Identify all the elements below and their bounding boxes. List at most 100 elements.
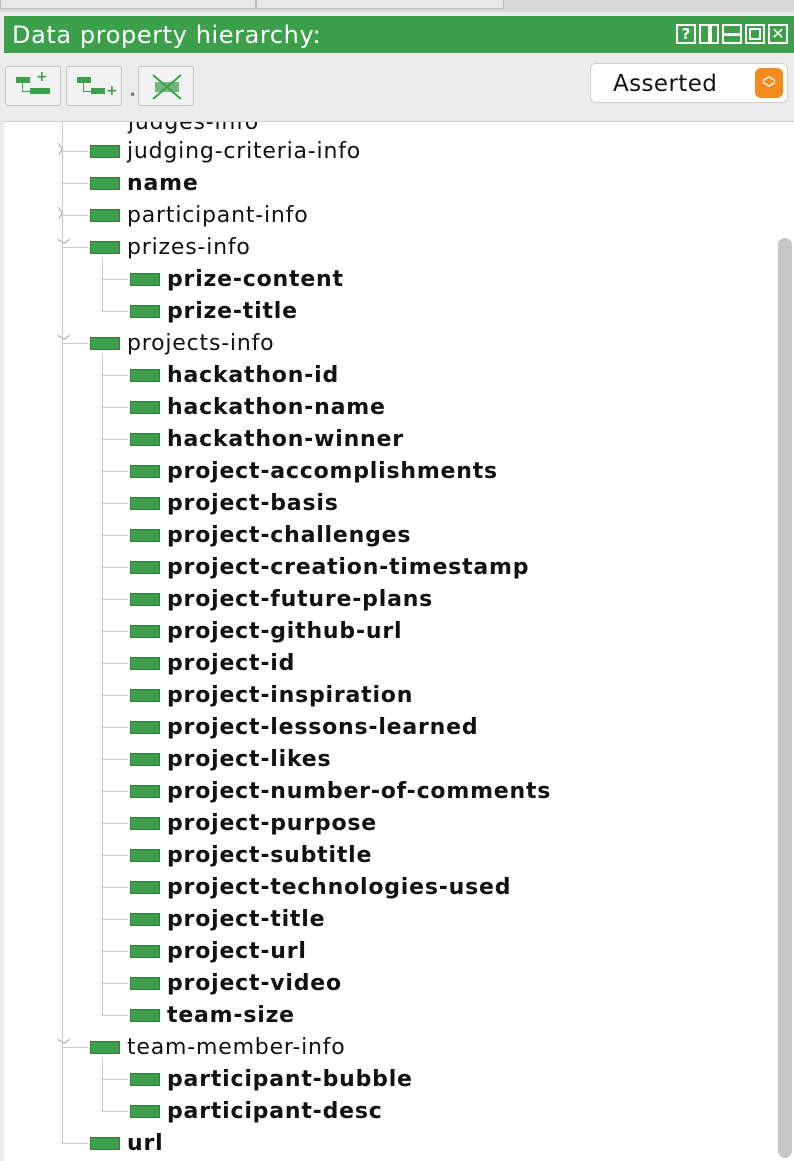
data-property-icon (130, 560, 160, 574)
tree-node-label: project-lessons-learned (167, 714, 479, 740)
vertical-scrollbar[interactable] (778, 238, 792, 1158)
split-view-button[interactable] (699, 24, 719, 44)
tree-node-label: prize-content (167, 266, 344, 292)
tree-node[interactable]: project-challenges (130, 520, 411, 550)
data-property-icon (90, 336, 120, 350)
help-button[interactable]: ? (676, 24, 696, 44)
tree-connector (102, 471, 128, 472)
tree-connector (62, 343, 88, 344)
tree-node[interactable]: prize-content (130, 264, 344, 294)
tree-node-label: project-basis (167, 490, 339, 516)
add-subproperty-button[interactable]: + (5, 66, 61, 106)
chevron-down-icon[interactable]: ﹀ (57, 239, 71, 254)
tree-connector (102, 663, 128, 664)
data-property-icon (130, 368, 160, 382)
add-sibling-property-button[interactable]: + (66, 66, 122, 106)
tab-stub[interactable] (256, 0, 504, 9)
tree-node[interactable]: project-basis (130, 488, 339, 518)
tree-node[interactable]: project-technologies-used (130, 872, 511, 902)
tree-connector (102, 919, 128, 920)
tree-connector (102, 375, 128, 376)
tree-connector (102, 567, 128, 568)
close-button[interactable]: ✕ (768, 24, 788, 44)
tree-node-label: url (127, 1130, 164, 1156)
data-property-icon (130, 944, 160, 958)
tree-node[interactable]: project-inspiration (130, 680, 413, 710)
tree-node-label: project-technologies-used (167, 874, 512, 900)
tree-connector (62, 247, 88, 248)
data-property-icon (130, 272, 160, 286)
tree-node-label: project-challenges (167, 522, 412, 548)
tree-node-label: project-github-url (167, 618, 403, 644)
tree-connector (102, 983, 128, 984)
tree-node[interactable]: participant-info (90, 200, 308, 230)
tree-node[interactable]: hackathon-winner (130, 424, 404, 454)
tab-stub[interactable] (0, 0, 256, 9)
view-mode-select[interactable]: Asserted ︿ ﹀ (590, 63, 788, 103)
delete-property-button[interactable] (138, 66, 194, 106)
panel-title: Data property hierarchy: (12, 20, 322, 49)
tree-node[interactable]: project-video (130, 968, 342, 998)
window-buttons: ? ✕ (676, 24, 788, 44)
tree-connector (102, 439, 128, 440)
tree-connector (102, 1015, 128, 1016)
tree-node[interactable]: participant-bubble (130, 1064, 413, 1094)
tree-node[interactable]: projects-info (90, 328, 274, 358)
tree-node-label: prizes-info (127, 234, 251, 260)
tree-node[interactable]: prize-title (130, 296, 298, 326)
tree-node[interactable]: project-likes (130, 744, 331, 774)
tree-node-label: team-member-info (127, 1034, 346, 1060)
tree-connector (102, 599, 128, 600)
tree-node[interactable]: project-id (130, 648, 295, 678)
tree-node[interactable]: project-future-plans (130, 584, 433, 614)
chevron-right-icon[interactable]: 〉 (57, 207, 71, 222)
tree-node-label: projects-info (127, 330, 275, 356)
tree-node[interactable]: project-title (130, 904, 325, 934)
tree-node-label: project-inspiration (167, 682, 414, 708)
tree-connector (102, 887, 128, 888)
chevron-right-icon[interactable]: 〉 (57, 143, 71, 158)
tree-node[interactable]: project-accomplishments (130, 456, 498, 486)
data-property-icon (130, 304, 160, 318)
tree-node[interactable]: participant-desc (130, 1096, 383, 1126)
maximize-button[interactable] (745, 24, 765, 44)
tree-node[interactable]: project-subtitle (130, 840, 372, 870)
tree-connector (102, 1079, 128, 1080)
tree-node[interactable]: hackathon-id (130, 360, 339, 390)
tree-node[interactable]: project-lessons-learned (130, 712, 478, 742)
tree-node[interactable]: name (90, 168, 199, 198)
tree-node[interactable]: team-size (130, 1000, 295, 1030)
tree-node[interactable]: judging-criteria-info (90, 136, 361, 166)
tree-node-label: team-size (167, 1002, 295, 1028)
tree-node[interactable]: project-url (130, 936, 307, 966)
tree-connector (102, 354, 103, 1015)
data-property-icon (130, 1072, 160, 1086)
tree-connector (62, 151, 88, 152)
toolbar-separator: • (129, 88, 137, 102)
tree-node-label: participant-bubble (167, 1066, 413, 1092)
tree-connector (62, 215, 88, 216)
tree-node-label: project-number-of-comments (167, 778, 552, 804)
data-property-icon (130, 912, 160, 926)
data-property-icon (90, 1040, 120, 1054)
property-tree: judges-info judging-criteria-info 〉 name pa… (4, 121, 794, 1161)
tree-node[interactable]: prizes-info (90, 232, 251, 262)
tree-node[interactable]: project-number-of-comments (130, 776, 551, 806)
tree-connector (102, 695, 128, 696)
tree-connector (102, 951, 128, 952)
tree-node[interactable]: project-creation-timestamp (130, 552, 529, 582)
tree-node-label: project-future-plans (167, 586, 434, 612)
data-property-icon (130, 496, 160, 510)
data-property-icon (130, 464, 160, 478)
tree-connector (102, 791, 128, 792)
minimize-button[interactable] (722, 24, 742, 44)
data-property-icon (130, 688, 160, 702)
tree-node[interactable]: url (90, 1128, 163, 1158)
chevron-down-icon[interactable]: ﹀ (57, 1039, 71, 1054)
chevron-down-icon[interactable]: ﹀ (57, 335, 71, 350)
tree-connector (62, 122, 63, 1143)
tree-node[interactable]: project-purpose (130, 808, 377, 838)
tree-node[interactable]: team-member-info (90, 1032, 346, 1062)
tree-node[interactable]: hackathon-name (130, 392, 386, 422)
tree-node[interactable]: project-github-url (130, 616, 402, 646)
